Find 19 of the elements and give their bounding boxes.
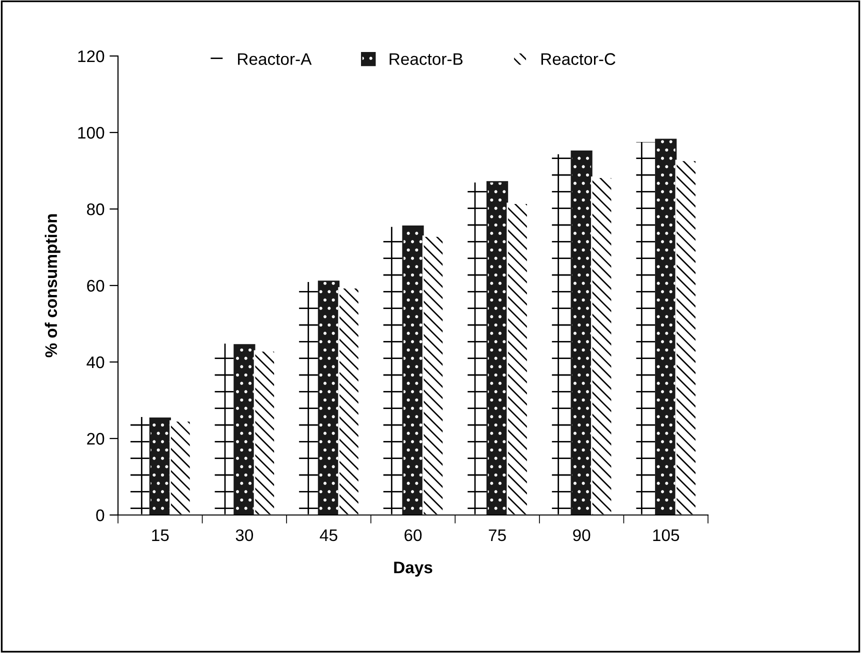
y-tick-label: 0 — [96, 509, 104, 522]
x-tick-label: 30 — [236, 529, 254, 542]
y-tick-label: 40 — [86, 356, 104, 368]
y-tick-label: 80 — [86, 203, 104, 216]
y-tick-label: 20 — [87, 432, 104, 445]
x-tick-label: 15 — [152, 530, 169, 542]
y-tick-label: 120 — [78, 50, 104, 62]
y-tick-label: 60 — [87, 280, 104, 292]
x-tick-label: 90 — [573, 529, 590, 542]
x-tick-label: 45 — [320, 530, 338, 542]
legend-label: Reactor-B — [390, 53, 463, 65]
legend-label: Reactor-A — [238, 53, 312, 65]
x-tick-label: 105 — [653, 529, 680, 542]
x-axis-title: Days — [394, 562, 432, 577]
legend-label: Reactor-C — [541, 53, 616, 65]
y-axis-title: % of consumption — [44, 214, 60, 358]
x-tick-label: 75 — [488, 530, 506, 542]
y-tick-label: 100 — [78, 126, 104, 139]
x-tick-label: 60 — [404, 529, 422, 542]
